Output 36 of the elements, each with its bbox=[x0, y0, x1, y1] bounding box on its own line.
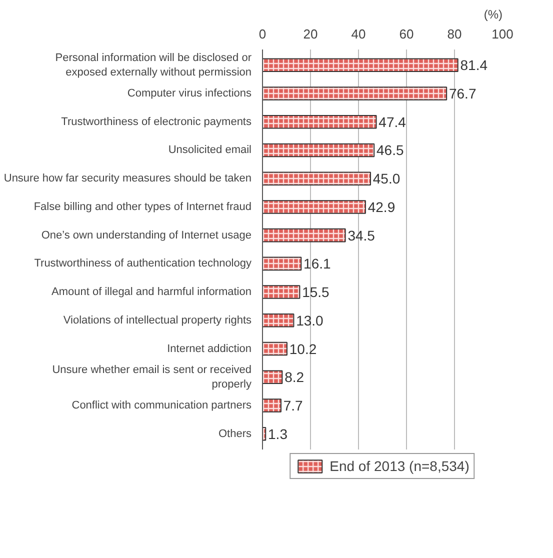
x-tick-label: 0 bbox=[258, 26, 266, 42]
y-tick-label: Unsure how far security measures should be taken bbox=[4, 172, 252, 185]
text: 47.4 bbox=[378, 114, 406, 130]
text: 76.7 bbox=[448, 85, 476, 102]
y-tick-label: False billing and other types of Internet fraud bbox=[34, 200, 252, 213]
x-tick-label: 80 bbox=[447, 26, 462, 42]
text: 16.1 bbox=[304, 256, 331, 272]
y-tick-label: Trustworthiness of authentication technology bbox=[34, 258, 252, 270]
y-tick-label: One’s own understanding of Internet usage bbox=[41, 229, 252, 242]
text: 15.5 bbox=[302, 284, 330, 300]
y-tick-label: Amount of illegal and harmful information bbox=[52, 286, 252, 298]
y-tick-label: Internet addiction bbox=[167, 342, 252, 355]
x-tick-label: 20 bbox=[303, 26, 318, 42]
y-tick-label: Unsolicited email bbox=[168, 144, 252, 156]
x-tick-label: 40 bbox=[351, 26, 366, 42]
text: 7.7 bbox=[283, 398, 303, 414]
y-tick-label: Personal information will be disclosed or exposed externally without permission bbox=[55, 52, 252, 78]
x-tick-label: 60 bbox=[399, 26, 414, 42]
text: 10.2 bbox=[289, 340, 317, 357]
y-tick-label: Unsure whether email is sent or received properly bbox=[52, 364, 252, 390]
text: 42.9 bbox=[368, 198, 396, 215]
text: 81.4 bbox=[460, 57, 488, 74]
text: 46.5 bbox=[376, 142, 404, 158]
y-tick-label: Violations of intellectual property rights bbox=[63, 314, 252, 326]
x-axis-title: (%) bbox=[484, 8, 503, 22]
y-tick-label: Others bbox=[218, 428, 252, 440]
text: 8.2 bbox=[284, 369, 304, 386]
text: 45.0 bbox=[372, 170, 400, 187]
text: 34.5 bbox=[348, 227, 375, 244]
text: 13.0 bbox=[296, 312, 324, 328]
y-tick-label: Trustworthiness of electronic payments bbox=[61, 116, 252, 128]
x-tick-label: 100 bbox=[492, 26, 514, 42]
y-tick-label: Conflict with communication partners bbox=[72, 400, 252, 412]
y-tick-label: Computer virus infections bbox=[127, 87, 252, 100]
text: 1.3 bbox=[268, 426, 288, 442]
legend-label: End of 2013 (n=8,534) bbox=[330, 458, 470, 474]
